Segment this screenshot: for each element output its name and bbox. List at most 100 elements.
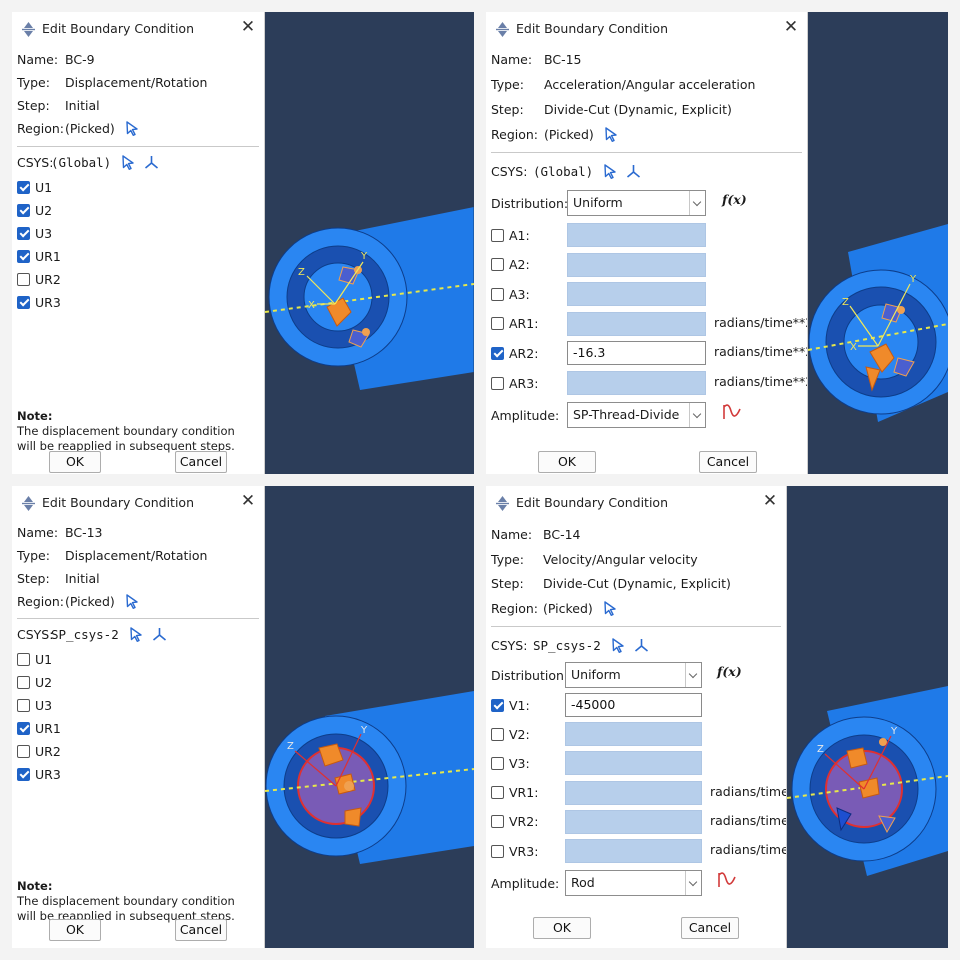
cancel-button[interactable]: Cancel	[175, 451, 227, 473]
dof-value-field[interactable]	[565, 722, 702, 747]
fx-button[interactable]: f(x)	[717, 664, 742, 679]
amplitude-curve-icon[interactable]	[717, 871, 737, 889]
amplitude-select[interactable]: Rod	[565, 870, 702, 896]
dof-row: UR3	[17, 764, 61, 784]
bc-region: (Picked)	[65, 120, 115, 136]
csys-triad-icon[interactable]	[144, 155, 159, 169]
viewport-3d[interactable]: Y Z X	[808, 12, 948, 474]
dof-checkbox[interactable]	[17, 698, 30, 712]
dof-checkbox[interactable]	[491, 376, 504, 390]
dof-checkbox[interactable]	[491, 698, 504, 712]
dof-value-field[interactable]	[567, 223, 706, 247]
dof-checkbox[interactable]	[491, 727, 504, 741]
step-row: Step: Initial	[17, 95, 100, 115]
distribution-select[interactable]: Uniform	[565, 662, 702, 688]
csys-triad-icon[interactable]	[626, 164, 641, 178]
dof-value-field[interactable]	[565, 751, 702, 776]
dof-checkbox[interactable]	[17, 226, 30, 240]
dof-label: UR1	[35, 720, 61, 736]
dof-checkbox[interactable]	[17, 721, 30, 735]
dof-checkbox[interactable]	[17, 203, 30, 217]
pick-csys-icon[interactable]	[121, 154, 135, 170]
cancel-button[interactable]: Cancel	[175, 919, 227, 941]
amplitude-label: Amplitude:	[491, 875, 560, 891]
dof-checkbox[interactable]	[491, 287, 504, 301]
distribution-select[interactable]: Uniform	[567, 190, 706, 216]
close-icon[interactable]: ✕	[783, 17, 799, 37]
pick-region-icon[interactable]	[125, 120, 139, 136]
pick-region-icon[interactable]	[604, 126, 618, 142]
dof-checkbox[interactable]	[491, 317, 504, 331]
dof-value-field[interactable]	[565, 809, 702, 834]
close-icon[interactable]: ✕	[240, 17, 256, 37]
type-row: Type: Displacement/Rotation	[17, 72, 207, 92]
amplitude-select[interactable]: SP-Thread-Divide	[567, 402, 706, 428]
dof-value-field[interactable]	[565, 839, 702, 863]
close-icon[interactable]: ✕	[240, 491, 256, 511]
dof-checkbox[interactable]	[491, 258, 504, 272]
dialog-title: Edit Boundary Condition	[516, 21, 669, 36]
viewport-3d[interactable]: Y Z X	[265, 12, 474, 474]
name-row: Name: BC-14	[491, 524, 581, 544]
dof-label: AR1:	[509, 316, 539, 332]
dof-value-field[interactable]	[565, 780, 702, 805]
dof-checkbox[interactable]	[491, 844, 504, 858]
dof-checkbox[interactable]	[17, 675, 30, 689]
dof-value-field[interactable]	[567, 311, 706, 336]
pick-region-icon[interactable]	[603, 600, 617, 616]
dof-checkbox[interactable]	[17, 180, 30, 194]
csys-triad: Y Z	[287, 725, 368, 787]
dof-checkbox[interactable]	[491, 346, 504, 360]
edit-bc-dialog: Edit Boundary Condition ✕ Name: BC-14 Typ…	[486, 486, 787, 948]
dof-checkbox[interactable]	[17, 249, 30, 263]
viewport-3d[interactable]: Y Z	[265, 486, 474, 948]
pick-csys-icon[interactable]	[603, 163, 617, 179]
dof-checkbox[interactable]	[491, 786, 504, 800]
dof-row: U1	[17, 649, 52, 669]
ok-button[interactable]: OK	[49, 919, 101, 941]
step-label: Step:	[491, 101, 524, 117]
dof-label: V2:	[509, 726, 530, 742]
region-row: Region: (Picked)	[491, 598, 617, 618]
csys-triad-icon[interactable]	[634, 638, 649, 652]
name-label: Name:	[17, 51, 59, 67]
dof-value-field[interactable]: -16.3	[567, 341, 706, 366]
dof-checkbox[interactable]	[491, 228, 504, 242]
dof-checkbox[interactable]	[17, 272, 30, 286]
dof-checkbox[interactable]	[491, 815, 504, 829]
separator	[17, 618, 259, 619]
ok-button[interactable]: OK	[49, 451, 101, 473]
dof-checkbox[interactable]	[17, 767, 30, 781]
cancel-button[interactable]: Cancel	[699, 451, 757, 473]
axis-label-z: Z	[842, 297, 849, 308]
csys-row: CSYS: SP_csys-2	[491, 635, 649, 655]
fx-button[interactable]: f(x)	[722, 192, 747, 207]
pick-csys-icon[interactable]	[611, 637, 625, 653]
dof-checkbox[interactable]	[491, 756, 504, 770]
ok-button[interactable]: OK	[533, 917, 591, 939]
dof-value-field[interactable]	[567, 252, 706, 277]
dof-unit: radians/time	[710, 783, 787, 799]
chevron-down-icon	[689, 191, 705, 215]
viewport-model: Y Z X	[808, 224, 948, 422]
dof-label: AR2:	[509, 345, 539, 361]
pick-csys-icon[interactable]	[129, 626, 143, 642]
axis-label-z: Z	[287, 741, 294, 752]
dof-label: VR2:	[509, 814, 539, 830]
viewport-3d[interactable]: Y Z	[787, 486, 948, 948]
ok-button[interactable]: OK	[538, 451, 596, 473]
axis-label-y: Y	[360, 251, 368, 262]
dof-value-field[interactable]	[567, 282, 706, 307]
csys-triad-icon[interactable]	[152, 627, 167, 641]
cancel-button[interactable]: Cancel	[681, 917, 739, 939]
dof-checkbox[interactable]	[17, 744, 30, 758]
dof-value-field[interactable]: -45000	[565, 693, 702, 717]
close-icon[interactable]: ✕	[762, 491, 778, 511]
pick-region-icon[interactable]	[125, 593, 139, 609]
dof-checkbox[interactable]	[17, 652, 30, 666]
bc-region: (Picked)	[65, 593, 115, 609]
amplitude-curve-icon[interactable]	[722, 403, 742, 421]
dof-value-field[interactable]	[567, 371, 706, 395]
dialog-title: Edit Boundary Condition	[42, 21, 195, 36]
dof-checkbox[interactable]	[17, 295, 30, 309]
